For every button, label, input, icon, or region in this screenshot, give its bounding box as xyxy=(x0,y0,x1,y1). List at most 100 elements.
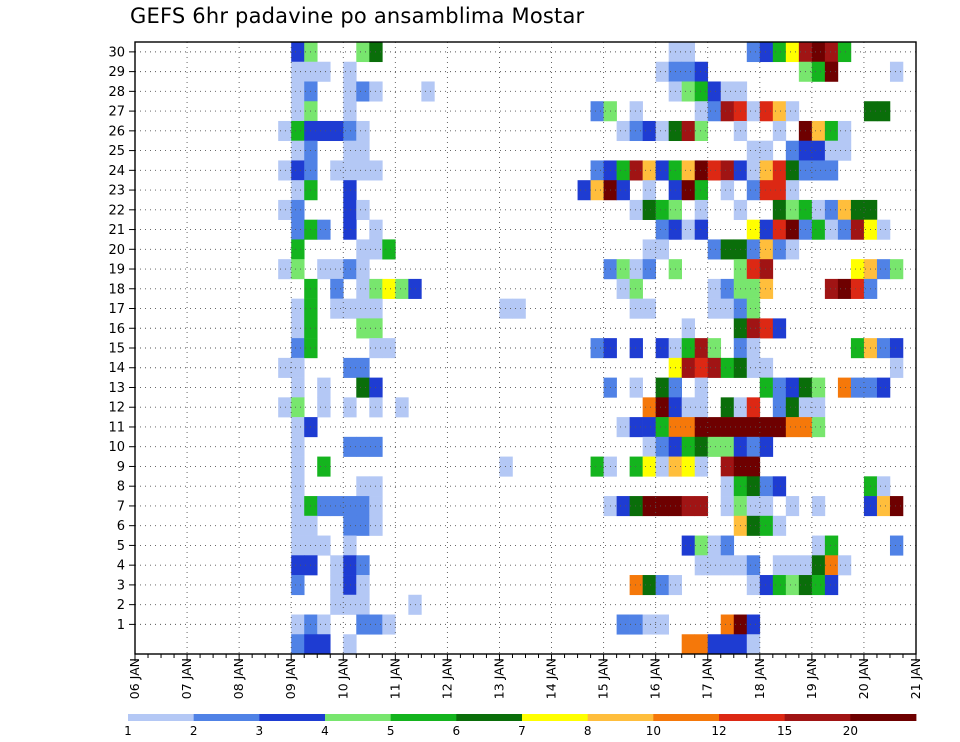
heatmap-cell xyxy=(356,357,370,378)
heatmap-cell xyxy=(317,456,331,477)
heatmap-cell xyxy=(616,160,630,181)
heatmap-cell xyxy=(694,357,709,378)
color-legend: 1 2 3 4 5 6 7 8 10 12 15 20 xyxy=(124,714,917,738)
heatmap-cell xyxy=(785,417,800,438)
heatmap-cell xyxy=(837,199,852,220)
heatmap-cell xyxy=(746,160,761,181)
heatmap-cell xyxy=(642,259,656,280)
heatmap-cell xyxy=(785,101,800,122)
x-tick-label: 07 JAN xyxy=(179,658,194,699)
heatmap-cell xyxy=(694,120,709,142)
heatmap-cell xyxy=(629,338,643,359)
heatmap-cell xyxy=(681,417,696,438)
heatmap-cell xyxy=(317,535,331,556)
x-tick-label: 08 JAN xyxy=(231,658,246,699)
heatmap-cell xyxy=(343,575,357,596)
heatmap-cell xyxy=(746,101,761,122)
heatmap-cell xyxy=(824,160,839,181)
heatmap-cell xyxy=(811,199,826,220)
heatmap-cell xyxy=(785,42,800,63)
heatmap-cell xyxy=(694,456,709,477)
x-axis-date-labels: 06 JAN 07 JAN 08 JAN 09 JAN 10 JAN 11 JAN 12 J… xyxy=(127,654,923,699)
legend-swatch xyxy=(784,714,851,721)
heatmap-cell xyxy=(642,456,656,477)
heatmap-cell xyxy=(746,496,761,517)
heatmap-cell xyxy=(629,101,643,122)
heatmap-cell xyxy=(785,397,800,418)
heatmap-cell xyxy=(291,436,305,457)
heatmap-cell xyxy=(694,61,709,82)
heatmap-cell xyxy=(772,397,787,418)
heatmap-cell xyxy=(694,180,709,201)
heatmap-cell xyxy=(642,575,656,596)
heatmap-cell xyxy=(837,140,852,161)
heatmap-cell xyxy=(720,496,735,517)
heatmap-cell xyxy=(681,535,696,556)
heatmap-cell xyxy=(343,555,357,576)
heatmap-cell xyxy=(759,219,774,240)
heatmap-cell xyxy=(694,496,709,517)
heatmap-cell xyxy=(720,278,735,299)
heatmap-cell xyxy=(343,160,357,181)
x-tick-label: 16 JAN xyxy=(648,658,663,699)
heatmap-cell xyxy=(707,555,722,576)
heatmap-cell xyxy=(317,61,331,82)
heatmap-cell xyxy=(694,338,709,359)
heatmap-cell xyxy=(681,436,696,457)
heatmap-cell xyxy=(876,101,891,122)
y-tick-label: 20 xyxy=(108,243,125,258)
heatmap-cell xyxy=(772,120,787,142)
heatmap-cell xyxy=(759,357,774,378)
heatmap-cell xyxy=(785,180,800,201)
heatmap-cell xyxy=(824,575,839,596)
heatmap-cell xyxy=(811,397,826,418)
heatmap-cell xyxy=(642,180,656,201)
heatmap-cell xyxy=(291,318,305,339)
heatmap-cell xyxy=(707,81,722,102)
legend-label: 20 xyxy=(843,724,858,738)
heatmap-cell xyxy=(772,199,787,220)
legend-swatch xyxy=(850,714,917,721)
heatmap-cell xyxy=(382,614,396,635)
y-tick-label: 7 xyxy=(117,499,125,514)
heatmap-cell xyxy=(629,298,643,319)
heatmap-cell xyxy=(746,219,761,240)
heatmap-cell xyxy=(772,318,787,339)
heatmap-cell xyxy=(291,614,305,635)
heatmap-cell xyxy=(356,298,370,319)
heatmap-cell xyxy=(642,160,656,181)
heatmap-cell xyxy=(759,101,774,122)
x-tick-label: 13 JAN xyxy=(491,658,506,699)
heatmap-cell xyxy=(343,515,357,536)
legend-label: 15 xyxy=(777,724,792,738)
heatmap-cell xyxy=(746,614,761,635)
heatmap-cell xyxy=(759,436,774,457)
heatmap-cell xyxy=(720,614,735,635)
heatmap-cell xyxy=(642,417,656,438)
heatmap-cell xyxy=(291,417,305,438)
heatmap-cell xyxy=(720,417,735,438)
heatmap-cell xyxy=(746,239,761,260)
legend-label: 10 xyxy=(646,724,661,738)
heatmap-cell xyxy=(642,298,656,319)
heatmap-cell xyxy=(655,219,669,240)
legend-swatch xyxy=(587,714,654,721)
heatmap-cell xyxy=(889,259,904,280)
heatmap-cell xyxy=(655,239,669,260)
heatmap-cell xyxy=(655,417,669,438)
heatmap-cell xyxy=(720,476,735,497)
heatmap-cell xyxy=(356,81,370,102)
y-tick-label: 21 xyxy=(108,223,125,238)
heatmap-cell xyxy=(291,555,305,576)
heatmap-cell xyxy=(746,417,761,438)
heatmap-cell xyxy=(772,180,787,201)
heatmap-cell xyxy=(720,357,735,378)
heatmap-cell xyxy=(681,456,696,477)
heatmap-cell xyxy=(746,634,761,655)
heatmap-cell xyxy=(850,377,865,398)
heatmap-cell xyxy=(642,397,656,418)
heatmap-cell xyxy=(629,575,643,596)
heatmap-cell xyxy=(746,42,761,63)
x-tick-label: 12 JAN xyxy=(439,658,454,699)
heatmap-cell xyxy=(343,594,357,615)
